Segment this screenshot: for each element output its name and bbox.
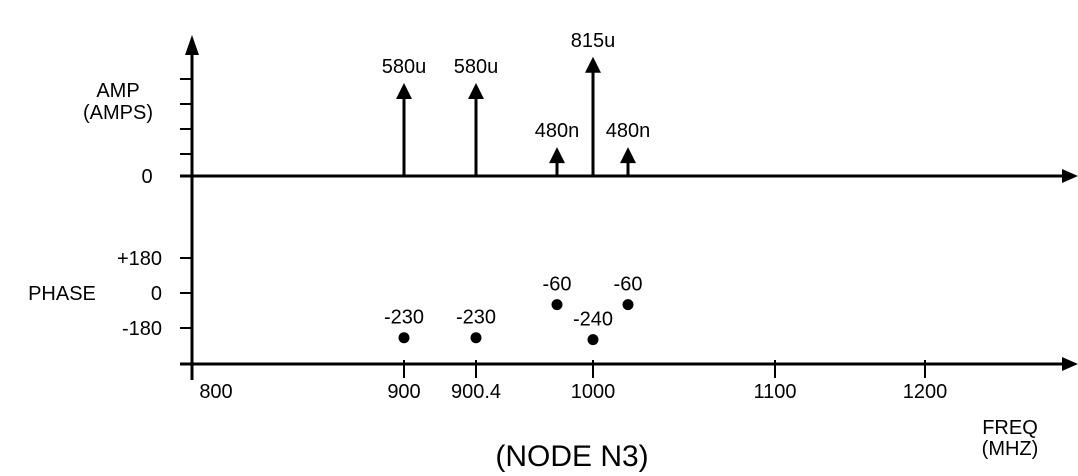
phase-tick-label-2: -180 <box>122 318 162 340</box>
amp-stem-label-4: 480n <box>606 120 651 142</box>
x-tick-label-3: 1000 <box>571 381 616 403</box>
amp-axis-unit: (AMPS) <box>83 102 153 124</box>
freq-axis-arrow <box>1062 357 1078 371</box>
freq-axis-unit: (MHZ) <box>982 438 1039 460</box>
phase-point-3 <box>587 334 599 346</box>
phase-ticks: +180 0 -180 <box>117 248 192 340</box>
freq-axis-label: FREQ <box>982 417 1038 439</box>
x-tick-label-2: 900.4 <box>451 381 501 403</box>
amp-stem-arrow-0 <box>396 82 412 99</box>
x-tick-label-4: 1100 <box>753 381 796 403</box>
phase-point-1 <box>470 332 482 344</box>
phase-point-label-1: -230 <box>456 307 496 329</box>
phase-point-2 <box>551 299 563 311</box>
x-tick-label-1: 900 <box>387 381 420 403</box>
amp-zero-label: 0 <box>141 166 152 188</box>
amp-baseline-arrow <box>1062 169 1078 183</box>
amp-stem-arrow-4 <box>620 147 636 164</box>
amp-stem-label-2: 480n <box>535 120 580 142</box>
chart-caption: (NODE N3) <box>495 440 648 473</box>
phase-point-4 <box>622 299 634 311</box>
y-axis-arrow <box>185 35 199 55</box>
x-tick-label-0: 800 <box>199 381 232 403</box>
phase-point-label-2: -60 <box>543 274 572 296</box>
amp-stem-label-0: 580u <box>382 56 427 78</box>
amp-stem-arrow-2 <box>549 147 565 164</box>
amplitude-stems: 580u 580u 480n 815u 480n <box>382 30 651 176</box>
phase-point-label-3: -240 <box>573 309 613 331</box>
phase-point-label-0: -230 <box>384 307 424 329</box>
amp-stem-label-1: 580u <box>454 56 499 78</box>
amp-ticks <box>180 78 192 155</box>
amp-stem-arrow-3 <box>585 56 601 73</box>
phase-point-0 <box>398 332 410 344</box>
axes <box>180 35 1078 380</box>
x-tick-label-5: 1200 <box>903 381 948 403</box>
phase-axis-label: PHASE <box>28 283 96 305</box>
amp-axis-label: AMP <box>96 80 139 102</box>
phase-tick-label-0: +180 <box>117 248 162 270</box>
x-ticks: 800 900 900.4 1000 1100 1200 <box>191 360 948 403</box>
amp-stem-arrow-1 <box>468 82 484 99</box>
phase-points: -230 -230 -60-240-60 <box>384 274 642 346</box>
phase-point-label-4: -60 <box>614 274 643 296</box>
amp-stem-label-3: 815u <box>571 30 616 52</box>
phase-tick-label-1: 0 <box>151 283 162 305</box>
